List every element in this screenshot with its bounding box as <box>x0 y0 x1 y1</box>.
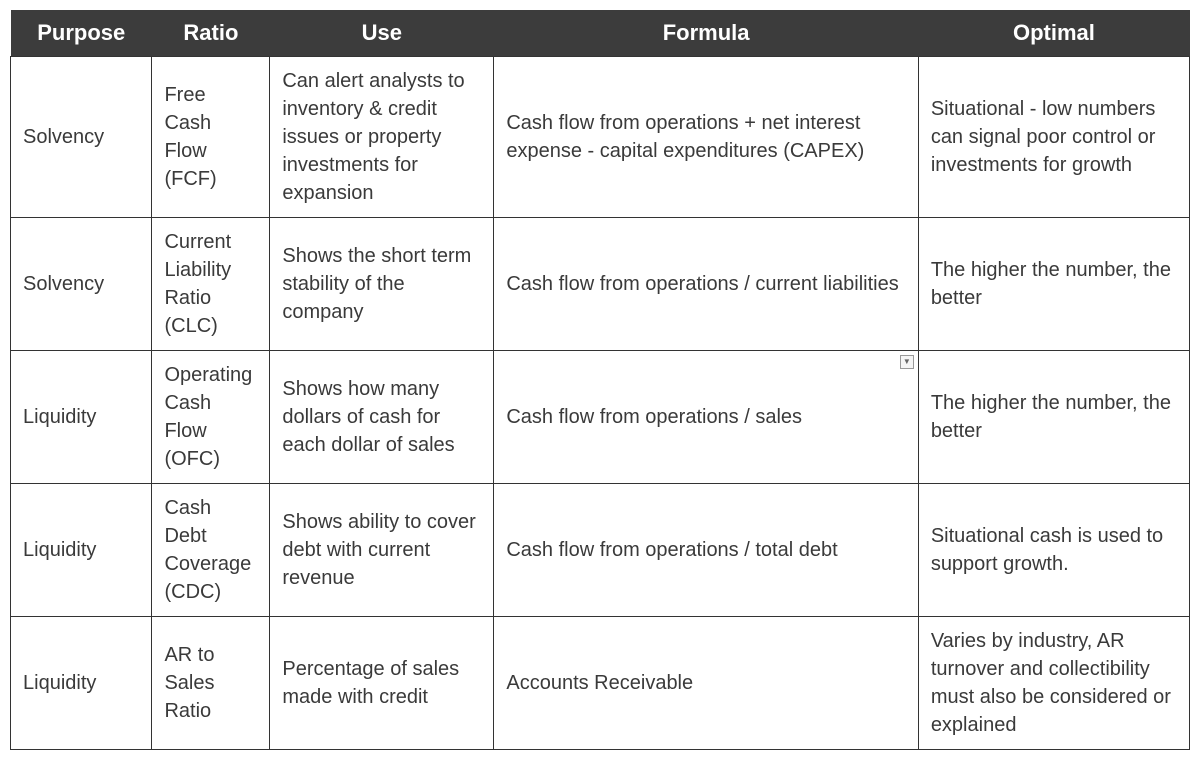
cell-use: Shows how many dollars of cash for each … <box>270 351 494 484</box>
column-header-optimal: Optimal <box>918 10 1189 57</box>
cell-formula: Cash flow from operations / current liab… <box>494 218 918 351</box>
cell-optimal: Varies by industry, AR turnover and coll… <box>918 617 1189 750</box>
cell-use: Can alert analysts to inventory & credit… <box>270 57 494 218</box>
cell-ratio: Free Cash Flow (FCF) <box>152 57 270 218</box>
cell-formula: Cash flow from operations + net interest… <box>494 57 918 218</box>
dropdown-icon[interactable]: ▼ <box>900 355 914 369</box>
financial-ratios-table: Purpose Ratio Use Formula Optimal Solven… <box>10 10 1190 750</box>
cell-ratio: Operating Cash Flow (OFC) <box>152 351 270 484</box>
cell-formula: Cash flow from operations / sales ▼ <box>494 351 918 484</box>
cell-use: Percentage of sales made with credit <box>270 617 494 750</box>
column-header-formula: Formula <box>494 10 918 57</box>
cell-ratio: AR to Sales Ratio <box>152 617 270 750</box>
cell-purpose: Liquidity <box>11 351 152 484</box>
cell-purpose: Solvency <box>11 57 152 218</box>
table-row: Liquidity Operating Cash Flow (OFC) Show… <box>11 351 1190 484</box>
cell-purpose: Solvency <box>11 218 152 351</box>
table-row: Liquidity AR to Sales Ratio Percentage o… <box>11 617 1190 750</box>
cell-optimal: The higher the number, the better <box>918 218 1189 351</box>
column-header-purpose: Purpose <box>11 10 152 57</box>
table-row: Liquidity Cash Debt Coverage (CDC) Shows… <box>11 484 1190 617</box>
cell-optimal: Situational cash is used to support grow… <box>918 484 1189 617</box>
column-header-use: Use <box>270 10 494 57</box>
table-row: Solvency Free Cash Flow (FCF) Can alert … <box>11 57 1190 218</box>
table-header-row: Purpose Ratio Use Formula Optimal <box>11 10 1190 57</box>
cell-ratio: Current Liability Ratio (CLC) <box>152 218 270 351</box>
cell-formula: Cash flow from operations / total debt <box>494 484 918 617</box>
cell-formula-text: Cash flow from operations / sales <box>506 406 802 428</box>
cell-ratio: Cash Debt Coverage (CDC) <box>152 484 270 617</box>
cell-formula: Accounts Receivable <box>494 617 918 750</box>
cell-use: Shows the short term stability of the co… <box>270 218 494 351</box>
cell-optimal: The higher the number, the better <box>918 351 1189 484</box>
cell-purpose: Liquidity <box>11 484 152 617</box>
column-header-ratio: Ratio <box>152 10 270 57</box>
cell-optimal: Situational - low numbers can signal poo… <box>918 57 1189 218</box>
cell-use: Shows ability to cover debt with current… <box>270 484 494 617</box>
table-row: Solvency Current Liability Ratio (CLC) S… <box>11 218 1190 351</box>
cell-purpose: Liquidity <box>11 617 152 750</box>
